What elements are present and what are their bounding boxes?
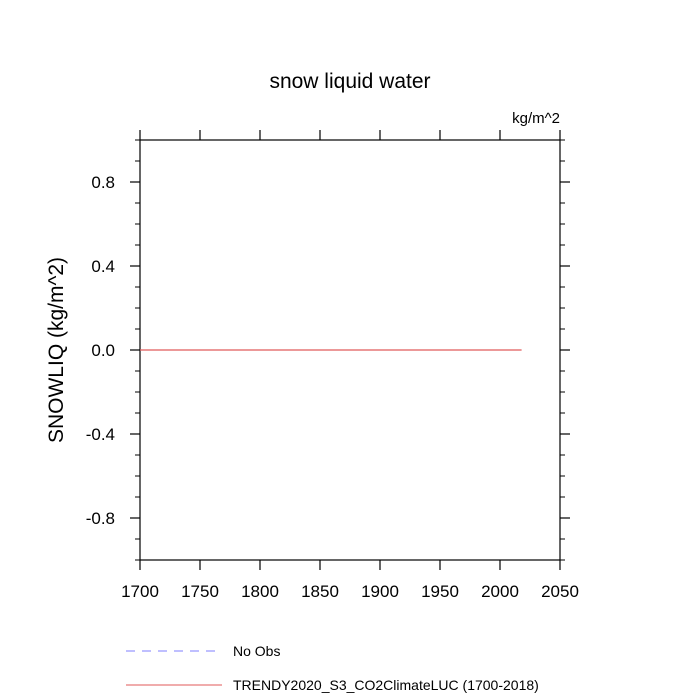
chart-title: snow liquid water: [269, 70, 430, 93]
legend-label: TRENDY2020_S3_CO2ClimateLUC (1700-2018): [233, 677, 539, 693]
x-tick-label: 1950: [421, 582, 459, 601]
axis-ticks: [130, 130, 570, 570]
legend: No Obs TRENDY2020_S3_CO2ClimateLUC (1700-…: [126, 643, 539, 693]
x-tick-label: 1850: [301, 582, 339, 601]
y-axis-label: SNOWLIQ (kg/m^2): [45, 257, 68, 443]
legend-label: No Obs: [233, 643, 280, 659]
x-tick-label: 1750: [181, 582, 219, 601]
x-tick-label: 1700: [121, 582, 159, 601]
units-label: kg/m^2: [512, 110, 560, 127]
y-tick-label: -0.8: [86, 509, 115, 528]
x-tick-label: 2050: [541, 582, 579, 601]
x-tick-label: 1800: [241, 582, 279, 601]
x-tick-label: 2000: [481, 582, 519, 601]
y-tick-label: 0.8: [91, 173, 115, 192]
y-tick-label: 0.0: [91, 341, 115, 360]
axis-tick-labels: 1700 1750 1800 1850 1900 1950 2000 2050 0.8 0.4 0.…: [86, 173, 579, 601]
y-tick-label: -0.4: [86, 425, 115, 444]
x-tick-label: 1900: [361, 582, 399, 601]
y-tick-label: 0.4: [91, 257, 115, 276]
